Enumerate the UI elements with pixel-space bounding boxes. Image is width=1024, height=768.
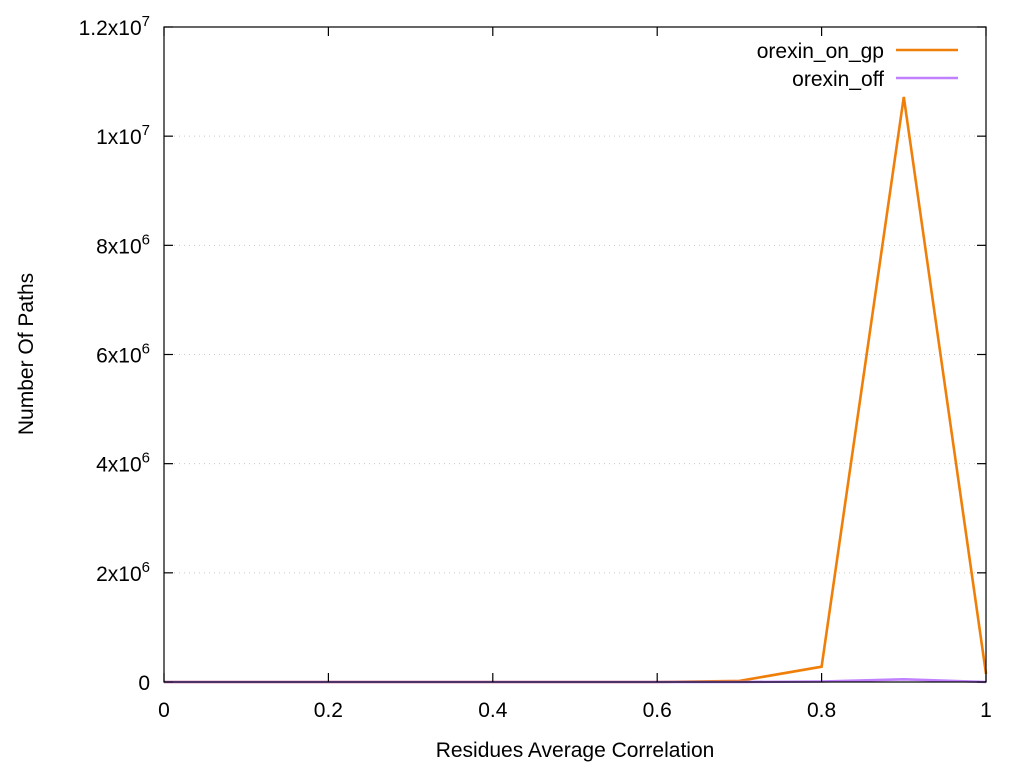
- legend-label: orexin_off: [792, 68, 884, 91]
- series-line-orexin_on_gp: [164, 96, 988, 684]
- y-tick-labels: 0 2x106 4x106 6x106 8x106 1x107 1.2x107: [79, 13, 150, 695]
- y-tick-label: 4x106: [96, 450, 150, 477]
- x-tick-label: 0: [158, 699, 170, 722]
- legend: orexin_on_gp orexin_off: [757, 40, 958, 91]
- x-tick-label: 0.6: [643, 699, 672, 722]
- x-tick-label: 0.4: [478, 699, 508, 722]
- y-tick-label: 1.2x107: [79, 13, 150, 40]
- x-tick-label: 1: [980, 699, 992, 722]
- x-tick-label: 0.8: [807, 699, 836, 722]
- series-lines: [164, 96, 988, 684]
- axis-ticks: [163, 26, 987, 683]
- y-tick-label: 1x107: [96, 122, 150, 149]
- y-tick-label: 2x106: [96, 559, 150, 586]
- x-tick-label: 0.2: [314, 699, 343, 722]
- x-axis-title: Residues Average Correlation: [436, 739, 715, 762]
- y-tick-label: 6x106: [96, 341, 150, 368]
- legend-label: orexin_on_gp: [757, 40, 884, 63]
- y-tick-label: 8x106: [96, 231, 150, 258]
- y-axis-title: Number Of Paths: [15, 273, 38, 435]
- grid-lines: [164, 135, 986, 574]
- y-tick-label: 0: [138, 672, 150, 695]
- x-tick-labels: 0 0.2 0.4 0.6 0.8 1: [158, 699, 992, 722]
